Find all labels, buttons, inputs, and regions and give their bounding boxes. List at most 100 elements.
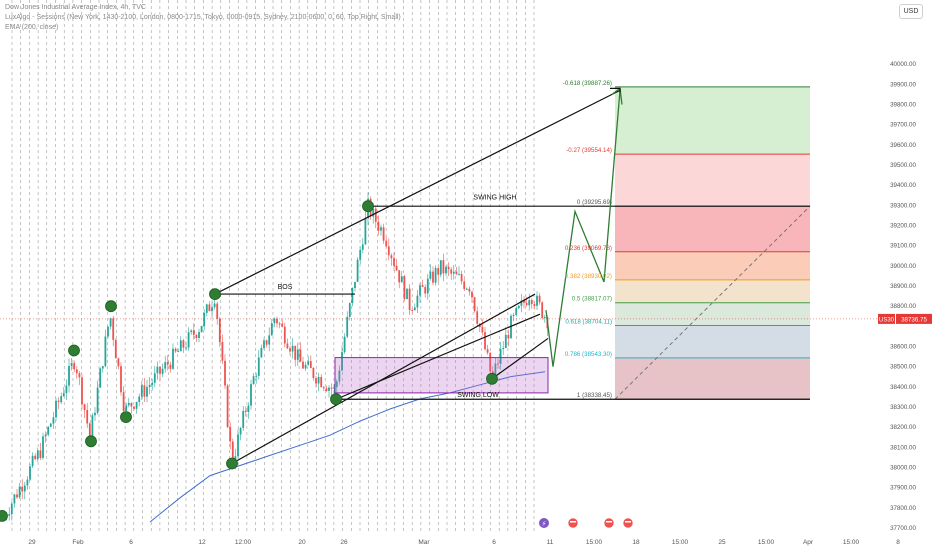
candle-body <box>471 291 473 298</box>
candle-body <box>231 441 234 465</box>
candle-body <box>400 276 403 283</box>
candle-body <box>460 274 463 282</box>
short-trend-line <box>491 337 549 380</box>
price-tick-label: 38900.00 <box>890 283 916 290</box>
price-tick-label: 38600.00 <box>890 344 916 351</box>
candle-body <box>200 326 203 333</box>
candle-body <box>536 295 538 306</box>
candle-body <box>380 227 382 231</box>
candle-body <box>273 318 276 324</box>
fib-level-label: 1 (38338.45) <box>577 392 612 399</box>
chart-title: Dow Jones Industrial Average Index, 4h, … <box>5 4 146 11</box>
candle-body <box>140 385 143 397</box>
candle-body <box>486 349 489 353</box>
pivot-dot <box>209 288 221 301</box>
candle-body <box>341 352 343 371</box>
fib-level-label: -0.27 (39554.14) <box>566 147 612 154</box>
candle-body <box>398 270 401 283</box>
trend-drawings: SWING HIGH BOS SWING LOW <box>214 87 810 464</box>
fib-zone <box>615 206 810 252</box>
candle-body <box>307 361 310 365</box>
candle-body <box>320 377 323 388</box>
time-tick-label: 15:00 <box>586 539 603 546</box>
us-flag-event-icon <box>567 517 579 529</box>
price-tick-label: 39900.00 <box>890 81 916 88</box>
candle-body <box>543 317 546 319</box>
candle-body <box>68 366 70 386</box>
candle-body <box>348 303 351 317</box>
candle-body <box>541 302 544 318</box>
candle-body <box>179 340 182 352</box>
time-tick-label: 11 <box>547 539 554 546</box>
us-flag-event-icon <box>622 517 634 529</box>
candle-body <box>499 349 502 364</box>
candle-body <box>125 405 128 411</box>
candle-body <box>265 340 268 345</box>
candle-body <box>99 368 102 388</box>
fib-zone <box>615 86 810 155</box>
candle-body <box>520 300 523 306</box>
candle-body <box>172 348 174 369</box>
candle-body <box>29 466 31 480</box>
candle-body <box>452 271 455 274</box>
candle-body <box>525 302 528 306</box>
sessions-indicator-label[interactable]: LuxAlgo - Sessions (New York, 1430-2100,… <box>5 14 401 21</box>
candle-body <box>510 315 512 339</box>
candle-body <box>385 240 388 247</box>
candle-body <box>377 221 380 231</box>
price-tick-label: 37700.00 <box>890 525 916 532</box>
symbol-badge-label: US30 <box>879 317 895 323</box>
us-flag-event-icon <box>603 517 615 529</box>
candle-body <box>406 288 408 300</box>
candle-body <box>205 304 208 313</box>
candle-body <box>268 335 271 345</box>
price-tick-label: 39600.00 <box>890 142 916 149</box>
candle-body <box>216 303 219 319</box>
candle-body <box>346 316 349 337</box>
candle-body <box>351 287 354 304</box>
candle-body <box>120 366 122 393</box>
candle-body <box>325 388 328 391</box>
candle-body <box>88 423 91 437</box>
candle-body <box>8 514 11 516</box>
currency-button[interactable]: USD <box>899 4 923 19</box>
price-tick-label: 39300.00 <box>890 202 916 209</box>
flag-stripe <box>570 521 576 523</box>
candle-body <box>148 384 151 387</box>
pivot-dot <box>85 435 97 448</box>
fib-zone <box>615 302 810 326</box>
candle-body <box>226 385 229 428</box>
candle-body <box>538 295 541 303</box>
candle-body <box>39 450 42 458</box>
swing-high-label: SWING HIGH <box>473 194 516 201</box>
fib-zone <box>615 325 810 358</box>
candle-body <box>135 401 138 409</box>
candle-body <box>330 387 333 389</box>
candle-body <box>203 312 206 326</box>
candle-body <box>143 385 146 397</box>
projection-path <box>545 90 621 367</box>
price-tick-label: 38300.00 <box>890 404 916 411</box>
candle-body <box>250 384 252 406</box>
candle-body <box>299 349 302 362</box>
candle-body <box>192 330 195 335</box>
channel-top-line <box>214 89 621 295</box>
candle-body <box>294 345 297 360</box>
candle-body <box>281 323 284 327</box>
candle-body <box>328 387 330 391</box>
candle-body <box>44 434 47 437</box>
candle-body <box>60 396 63 403</box>
candle-body <box>403 276 406 300</box>
candle-body <box>107 326 109 337</box>
ema-indicator-label[interactable]: EMA (200, close) <box>5 24 59 31</box>
candle-body <box>416 295 419 308</box>
event-icons: ⚡ <box>539 517 634 529</box>
dividend-event-icon <box>539 518 549 528</box>
time-tick-label: 29 <box>28 539 36 546</box>
time-tick-label: 26 <box>340 539 348 546</box>
pivot-dot <box>486 372 498 385</box>
candle-body <box>395 265 398 271</box>
candle-body <box>322 387 325 389</box>
flag-stripe <box>625 521 631 523</box>
